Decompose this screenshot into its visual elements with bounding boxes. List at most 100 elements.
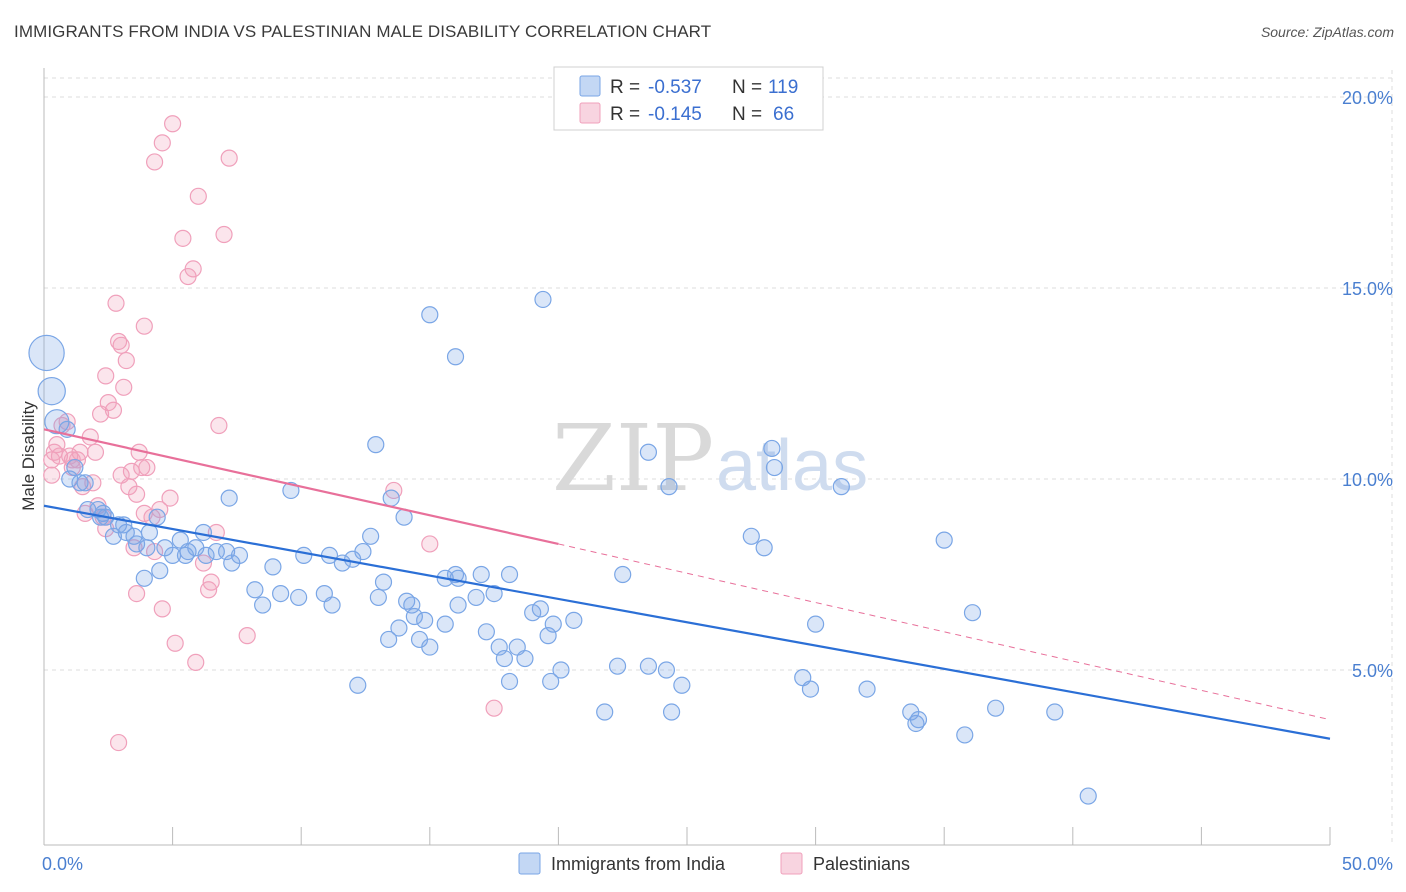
india-point xyxy=(500,672,519,691)
legend-n-value-pink: 66 xyxy=(773,104,794,125)
india-trend-line xyxy=(43,504,1331,740)
india-point xyxy=(104,527,123,545)
palestinians-point xyxy=(238,627,256,645)
palestinians-point xyxy=(138,458,156,477)
palestinians-point xyxy=(421,535,439,553)
palestinians-point xyxy=(145,153,164,171)
palestinians-point xyxy=(164,115,182,133)
india-point xyxy=(254,596,272,614)
india-point xyxy=(639,443,658,461)
india-point xyxy=(472,565,490,584)
india-point xyxy=(806,615,825,633)
india-point xyxy=(660,478,678,496)
india-point xyxy=(495,649,513,668)
india-point xyxy=(742,527,760,545)
india-point xyxy=(380,630,398,649)
india-point xyxy=(290,588,308,607)
india-point xyxy=(369,588,387,607)
palestinians-point xyxy=(145,542,164,561)
india-point xyxy=(246,581,264,599)
india-point xyxy=(531,600,549,618)
india-point xyxy=(596,703,614,721)
bottom-legend-label-blue: Immigrants from India xyxy=(551,854,726,874)
legend-frame xyxy=(553,66,824,131)
legend-r-value-blue: -0.537 xyxy=(648,77,702,98)
india-point xyxy=(1046,703,1064,721)
palestinians-point xyxy=(117,351,135,370)
palestinians-points xyxy=(43,115,503,752)
palestinians-point xyxy=(112,336,130,354)
india-point xyxy=(552,661,570,679)
palestinians-point xyxy=(210,416,228,435)
india-point xyxy=(516,649,534,668)
india-point xyxy=(127,535,146,553)
palestinians-point xyxy=(215,225,233,244)
india-point xyxy=(71,474,89,492)
india-point xyxy=(405,607,423,626)
india-point xyxy=(534,290,552,309)
india-point xyxy=(763,439,781,458)
legend-swatch-pink xyxy=(579,102,601,124)
india-point xyxy=(354,542,372,561)
india-points xyxy=(28,290,1097,805)
palestinians-point xyxy=(187,653,205,671)
india-point xyxy=(449,596,467,614)
india-point xyxy=(367,436,385,454)
palestinians-point xyxy=(485,699,503,717)
y-tick-label: 20.0% xyxy=(1342,88,1393,108)
india-point xyxy=(76,474,94,492)
india-point xyxy=(935,531,953,549)
palestinians-point xyxy=(104,401,123,419)
india-point xyxy=(565,611,583,629)
india-point xyxy=(138,539,156,557)
india-point xyxy=(449,569,467,587)
palestinians-point xyxy=(220,149,238,167)
bottom-legend-swatch-pink xyxy=(780,852,803,875)
palestinians-point xyxy=(81,428,99,446)
india-point xyxy=(909,711,928,729)
india-point xyxy=(485,584,503,603)
legend-r-value-pink: -0.145 xyxy=(648,104,702,125)
india-point xyxy=(614,565,632,584)
india-point xyxy=(755,539,773,557)
india-point xyxy=(349,676,367,694)
palestinians-trend-extension xyxy=(558,543,1331,721)
india-point xyxy=(194,523,213,542)
palestinians-point xyxy=(184,260,202,278)
india-point xyxy=(264,558,282,576)
bottom-legend-swatch-blue xyxy=(518,852,541,875)
x-tick-label: 0.0% xyxy=(42,854,83,874)
india-point xyxy=(524,604,542,622)
legend-n-label-blue: N = xyxy=(732,77,762,98)
bottom-legend-label-pink: Palestinians xyxy=(813,854,910,874)
palestinians-point xyxy=(86,443,105,461)
y-tick-label: 15.0% xyxy=(1342,279,1393,299)
tick-labels: 5.0% 10.0% 15.0% 20.0% 0.0% 50.0% xyxy=(42,88,1393,874)
palestinians-point xyxy=(174,229,192,247)
india-point xyxy=(362,527,380,545)
india-point xyxy=(148,508,166,526)
india-point xyxy=(542,672,560,691)
india-point xyxy=(37,376,66,406)
legend-swatch-blue xyxy=(579,75,601,97)
y-axis-title: Male Disability xyxy=(19,401,38,511)
india-point xyxy=(963,604,982,622)
india-point xyxy=(230,546,249,565)
india-point xyxy=(197,546,215,565)
y-tick-label: 10.0% xyxy=(1342,470,1393,490)
india-point xyxy=(832,478,850,496)
legend-box: R = -0.537 N = 119 R = -0.145 N = 66 xyxy=(553,66,824,131)
india-point xyxy=(657,661,676,679)
india-point xyxy=(987,699,1005,717)
legend-n-label-pink: N = xyxy=(732,104,762,125)
palestinians-point xyxy=(43,466,61,484)
india-point xyxy=(151,562,169,580)
legend-n-value-blue: 119 xyxy=(768,77,798,98)
bottom-legend: Immigrants from India Palestinians xyxy=(518,852,910,875)
trend-lines xyxy=(43,428,1331,740)
palestinians-point xyxy=(166,634,184,652)
watermark-zip: ZIP xyxy=(552,405,714,512)
india-point xyxy=(673,676,691,694)
india-point xyxy=(1079,787,1097,805)
